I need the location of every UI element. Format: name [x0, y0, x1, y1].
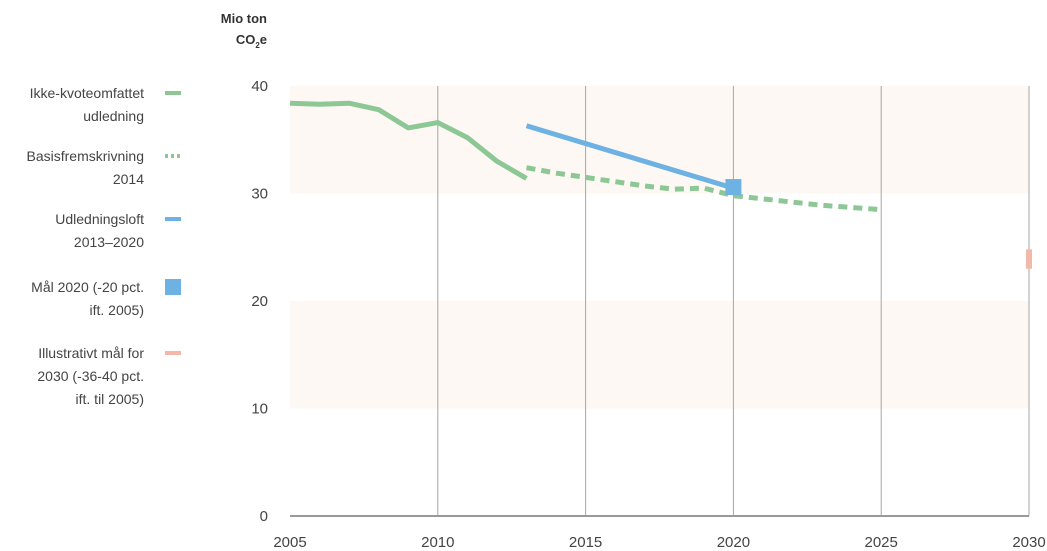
legend-swatch-3 — [165, 279, 181, 295]
x-tick-2005: 2005 — [273, 534, 306, 551]
legend-label-1: Basisfremskrivning 2014 — [26, 148, 144, 187]
y-axis-label-subscript: 2 — [255, 41, 260, 50]
marker-square-0 — [725, 179, 742, 196]
x-tick-2030: 2030 — [1012, 534, 1045, 551]
legend-label-2: Udledningsloft 2013–2020 — [55, 211, 144, 250]
y-tick-0: 0 — [260, 508, 268, 525]
y-axis-label-line1: Mio ton — [221, 11, 267, 26]
y-tick-labels: 0 10 20 30 40 — [251, 78, 268, 525]
legend-label-3: Mål 2020 (-20 pct. ift. 2005) — [31, 279, 144, 318]
y-axis-label-line2: CO2e — [236, 32, 267, 50]
series-line-0 — [289, 100, 528, 181]
series-line-2 — [525, 123, 735, 191]
legend-label-0: Ikke-kvoteomfattet udledning — [29, 85, 144, 124]
x-tick-2010: 2010 — [421, 534, 454, 551]
band-1 — [290, 301, 1029, 409]
y-tick-40: 40 — [251, 78, 268, 95]
band-0 — [290, 86, 1029, 194]
x-tick-2015: 2015 — [569, 534, 602, 551]
y-axis-label-co: CO — [236, 32, 256, 47]
legend-label-4: Illustrativt mål for 2030 (-36-40 pct. i… — [37, 345, 144, 407]
legend-swatches — [165, 91, 181, 355]
x-tick-labels: 2005 2010 2015 2020 2025 2030 — [273, 534, 1045, 551]
y-tick-10: 10 — [251, 401, 268, 418]
x-tick-2025: 2025 — [865, 534, 898, 551]
y-axis-label-tail: e — [260, 32, 267, 47]
x-tick-2020: 2020 — [717, 534, 750, 551]
vertical-gridlines — [437, 86, 1030, 516]
marker-range-1 — [1026, 249, 1032, 269]
background-bands — [290, 86, 1029, 409]
series-layer — [289, 100, 882, 213]
marker-layer — [725, 179, 1032, 269]
y-tick-20: 20 — [251, 293, 268, 310]
y-tick-30: 30 — [251, 186, 268, 203]
